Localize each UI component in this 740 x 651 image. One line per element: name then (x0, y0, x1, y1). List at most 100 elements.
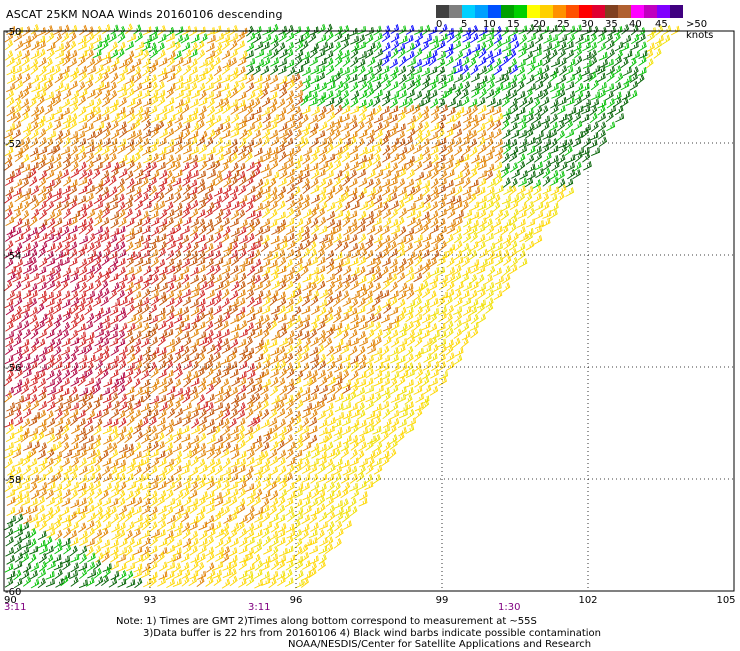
legend-swatch (631, 5, 644, 18)
wind-barb (317, 410, 326, 421)
wind-barb (212, 569, 222, 579)
wind-barb (308, 282, 317, 293)
wind-barb (158, 369, 167, 379)
wind-barb (165, 338, 175, 348)
wind-barb (469, 146, 478, 157)
wind-barb (109, 41, 118, 52)
wind-barb (84, 417, 93, 428)
wind-barb (118, 297, 128, 307)
wind-barb (55, 57, 65, 67)
wind-barb (349, 321, 359, 331)
wind-barb (263, 545, 272, 555)
legend-label: 15 (507, 19, 520, 30)
wind-barb (486, 97, 496, 107)
wind-barb (253, 306, 263, 316)
wind-barb (84, 443, 94, 452)
wind-barb (158, 385, 168, 395)
wind-barb (199, 464, 208, 475)
wind-barb (390, 225, 400, 235)
wind-barb (388, 177, 398, 187)
wind-barb (101, 315, 110, 325)
wind-barb (158, 57, 168, 67)
wind-barb (124, 443, 134, 453)
wind-barb (62, 479, 72, 491)
wind-barb (31, 83, 41, 93)
wind-barb (118, 546, 128, 556)
wind-barb (325, 31, 334, 42)
wind-barb (28, 416, 38, 427)
wind-barb (637, 33, 646, 44)
wind-barb (252, 210, 262, 220)
wind-barb (286, 490, 296, 501)
wind-barb (132, 538, 142, 548)
wind-barb (78, 361, 87, 372)
wind-barb (468, 193, 477, 204)
wind-barb (493, 225, 503, 235)
wind-barb (261, 512, 271, 523)
wind-barb (430, 369, 439, 379)
wind-barb (118, 59, 128, 69)
wind-barb (404, 242, 413, 253)
wind-barb (445, 169, 455, 179)
wind-barb (636, 74, 645, 85)
wind-barb (413, 59, 423, 69)
wind-barb (245, 65, 255, 76)
wind-barb (278, 75, 288, 85)
wind-barb (79, 568, 88, 580)
wind-barb (142, 81, 152, 91)
wind-barb (525, 113, 534, 124)
wind-barb (324, 23, 333, 35)
wind-barb (438, 376, 447, 387)
wind-barb (77, 81, 86, 93)
wind-barb (428, 281, 438, 292)
wind-barb (429, 275, 439, 285)
wind-barb (357, 99, 367, 109)
wind-barb (396, 264, 405, 275)
wind-barb (380, 135, 389, 146)
wind-barb (277, 265, 287, 275)
wind-barb (277, 297, 287, 308)
wind-barb (365, 281, 374, 292)
wind-barb (156, 200, 166, 211)
wind-barb (341, 105, 351, 115)
wind-barb (38, 386, 47, 397)
wind-barb (110, 488, 120, 498)
wind-barb (381, 247, 390, 259)
wind-barb (76, 409, 86, 420)
wind-barb (108, 330, 118, 340)
wind-barb (165, 393, 175, 403)
map-title: ASCAT 25KM NOAA Winds 20160106 descendin… (6, 8, 283, 21)
wind-barb (230, 458, 240, 468)
wind-barb (150, 217, 160, 227)
wind-barb (60, 146, 70, 156)
wind-barb (53, 346, 62, 357)
wind-barb (332, 274, 342, 284)
wind-barb (78, 465, 88, 476)
wind-barb (509, 215, 518, 226)
wind-barb (469, 219, 479, 229)
wind-barb (142, 313, 152, 323)
wind-barb (526, 218, 536, 228)
wind-barb (519, 233, 529, 243)
wind-barb (62, 369, 71, 380)
wind-barb (516, 184, 526, 195)
wind-barb (590, 121, 599, 133)
wind-barb (205, 401, 214, 413)
wind-barb (238, 272, 247, 284)
wind-barb (423, 170, 432, 181)
wind-barb (198, 383, 207, 395)
wind-barb (52, 432, 62, 443)
wind-barb (37, 513, 46, 524)
wind-barb (12, 466, 22, 477)
wind-barb (110, 218, 119, 229)
wind-barb (484, 209, 494, 220)
wind-barb (453, 264, 462, 275)
wind-barb (421, 399, 430, 411)
wind-barb (270, 39, 279, 51)
wind-barb (300, 529, 309, 541)
wind-barb (445, 339, 454, 349)
wind-barb (253, 281, 263, 291)
wind-barb (165, 489, 174, 500)
wind-barb (174, 296, 183, 307)
wind-barb (342, 280, 350, 292)
